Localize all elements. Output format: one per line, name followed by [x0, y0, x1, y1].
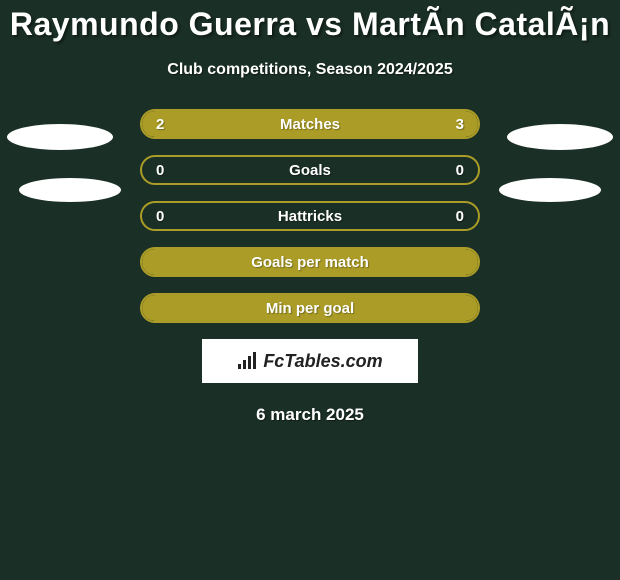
stat-right-value: 0 [456, 162, 464, 179]
branding-logo: FcTables.com [237, 351, 382, 372]
stat-label: Goals per match [142, 254, 478, 271]
stat-row-goals-per-match: Goals per match [140, 247, 480, 277]
stat-label: Goals [142, 162, 478, 179]
branding-box: FcTables.com [202, 339, 418, 383]
stat-row-min-per-goal: Min per goal [140, 293, 480, 323]
stat-right-value: 0 [456, 208, 464, 225]
footer-date: 6 march 2025 [0, 405, 620, 425]
page-subtitle: Club competitions, Season 2024/2025 [0, 61, 620, 79]
page-title: Raymundo Guerra vs MartÃ­n CatalÃ¡n [0, 0, 620, 43]
stat-label: Min per goal [142, 300, 478, 317]
branding-text: FcTables.com [263, 351, 382, 372]
stat-label: Hattricks [142, 208, 478, 225]
stat-row-hattricks: 0 Hattricks 0 [140, 201, 480, 231]
stat-row-matches: 2 Matches 3 [140, 109, 480, 139]
stat-row-goals: 0 Goals 0 [140, 155, 480, 185]
stat-right-value: 3 [456, 116, 464, 133]
stat-label: Matches [142, 116, 478, 133]
chart-icon [237, 352, 259, 370]
stats-container: 2 Matches 3 0 Goals 0 0 Hattricks 0 Goal… [0, 109, 620, 323]
